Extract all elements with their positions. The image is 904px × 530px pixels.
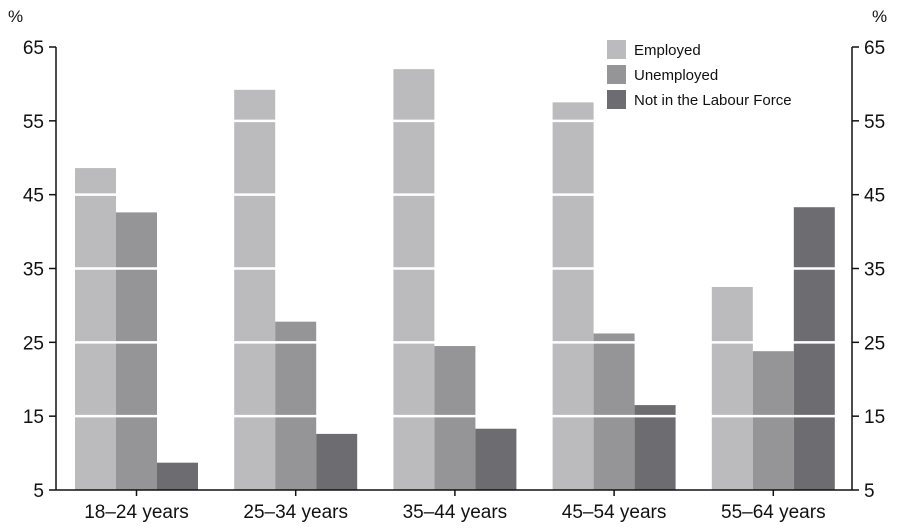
- y-tick-label-right-5: 55: [864, 112, 885, 133]
- x-tick-label-3: 45–54 years: [562, 502, 667, 523]
- y-tick-label-left-3: 35: [23, 260, 44, 281]
- bar-0-2: [393, 69, 435, 491]
- gridlines-group: [57, 119, 851, 418]
- y-tick-label-right-0: 5: [864, 481, 875, 502]
- bar-2-1: [316, 433, 358, 490]
- bar-2-3: [634, 405, 676, 490]
- y-tick-label-left-0: 5: [33, 481, 44, 502]
- bar-0-0: [75, 168, 116, 490]
- bar-0-3: [552, 102, 594, 490]
- y-tick-label-left-5: 55: [23, 112, 44, 133]
- bar-1-0: [116, 212, 157, 491]
- legend-label-0: Employed: [634, 42, 701, 59]
- y-tick-label-right-6: 65: [864, 38, 885, 59]
- y-tick-label-left-1: 15: [23, 407, 44, 428]
- y-unit-left: %: [8, 7, 23, 26]
- legend: Employed Unemployed Not in the Labour Forc…: [607, 40, 792, 109]
- legend-label-2: Not in the Labour Force: [634, 92, 792, 109]
- legend-swatch-0: [607, 40, 626, 59]
- bar-1-2: [434, 346, 476, 490]
- y-tick-label-left-6: 65: [23, 38, 44, 59]
- x-tick-label-4: 55–64 years: [721, 502, 826, 523]
- y-tick-label-right-4: 45: [864, 186, 885, 207]
- legend-swatch-2: [607, 90, 626, 109]
- y-unit-right: %: [872, 7, 887, 26]
- legend-swatch-1: [607, 65, 626, 84]
- bar-0-1: [234, 89, 276, 490]
- x-tick-label-2: 35–44 years: [403, 502, 508, 523]
- bar-2-0: [157, 462, 198, 490]
- y-tick-label-left-2: 25: [23, 333, 44, 354]
- bar-1-1: [275, 321, 317, 490]
- bar-1-3: [593, 333, 635, 490]
- y-tick-label-right-1: 15: [864, 407, 885, 428]
- legend-label-1: Unemployed: [634, 67, 718, 84]
- bar-1-4: [752, 351, 794, 490]
- x-tick-label-0: 18–24 years: [84, 502, 189, 523]
- bar-2-2: [475, 428, 517, 490]
- y-tick-label-left-4: 45: [23, 186, 44, 207]
- bars-group: [75, 69, 835, 491]
- bar-2-4: [793, 207, 835, 491]
- bar-0-4: [711, 286, 753, 490]
- y-tick-label-right-2: 25: [864, 333, 885, 354]
- x-tick-label-1: 25–34 years: [243, 502, 348, 523]
- y-tick-label-right-3: 35: [864, 260, 885, 281]
